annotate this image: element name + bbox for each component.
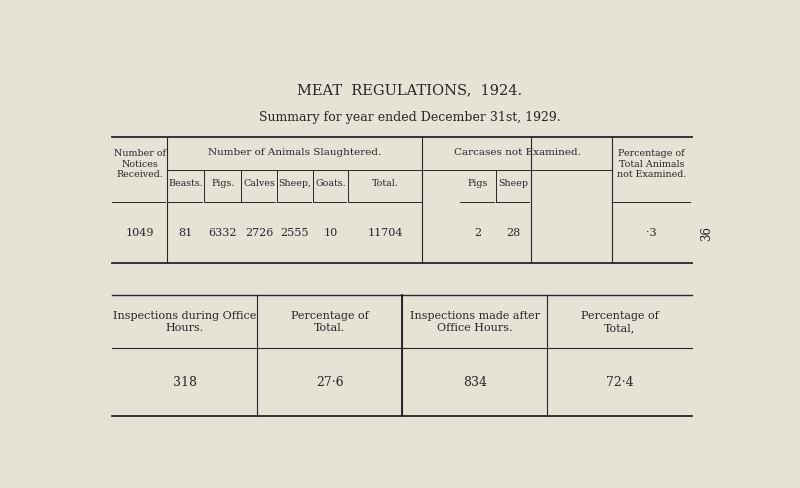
Text: Pigs.: Pigs.: [211, 179, 234, 188]
Text: Sheep: Sheep: [498, 179, 528, 188]
Text: 2: 2: [474, 227, 481, 237]
Text: Inspections made after
Office Hours.: Inspections made after Office Hours.: [410, 311, 540, 332]
Text: Percentage of
Total Animals
not Examined.: Percentage of Total Animals not Examined…: [617, 149, 686, 179]
Text: 28: 28: [506, 227, 520, 237]
Text: Inspections during Office
Hours.: Inspections during Office Hours.: [113, 311, 257, 332]
Text: Calves: Calves: [243, 179, 275, 188]
Text: 36: 36: [700, 226, 713, 241]
Text: Beasts.: Beasts.: [168, 179, 203, 188]
Text: Sheep,: Sheep,: [278, 179, 311, 188]
Text: Pigs: Pigs: [467, 179, 488, 188]
Text: Percentage of
Total,: Percentage of Total,: [581, 311, 658, 332]
Text: Percentage of
Total.: Percentage of Total.: [291, 311, 369, 332]
Text: 27·6: 27·6: [316, 376, 344, 388]
Text: 11704: 11704: [367, 227, 403, 237]
Text: Total.: Total.: [372, 179, 398, 188]
Text: Carcases not Examined.: Carcases not Examined.: [454, 148, 580, 157]
Text: ·3: ·3: [646, 227, 657, 237]
Text: 81: 81: [178, 227, 193, 237]
Text: 72·4: 72·4: [606, 376, 634, 388]
Text: Number of
Notices
Received.: Number of Notices Received.: [114, 149, 166, 179]
Text: 2726: 2726: [245, 227, 274, 237]
Text: Number of Animals Slaughtered.: Number of Animals Slaughtered.: [208, 148, 382, 157]
Text: Goats.: Goats.: [315, 179, 346, 188]
Text: MEAT  REGULATIONS,  1924.: MEAT REGULATIONS, 1924.: [298, 83, 522, 98]
Text: 10: 10: [323, 227, 338, 237]
Text: 6332: 6332: [209, 227, 237, 237]
Text: 318: 318: [173, 376, 197, 388]
Text: 1049: 1049: [126, 227, 154, 237]
Text: 834: 834: [462, 376, 486, 388]
Text: 2555: 2555: [281, 227, 309, 237]
Text: Summary for year ended December 31st, 1929.: Summary for year ended December 31st, 19…: [259, 110, 561, 123]
